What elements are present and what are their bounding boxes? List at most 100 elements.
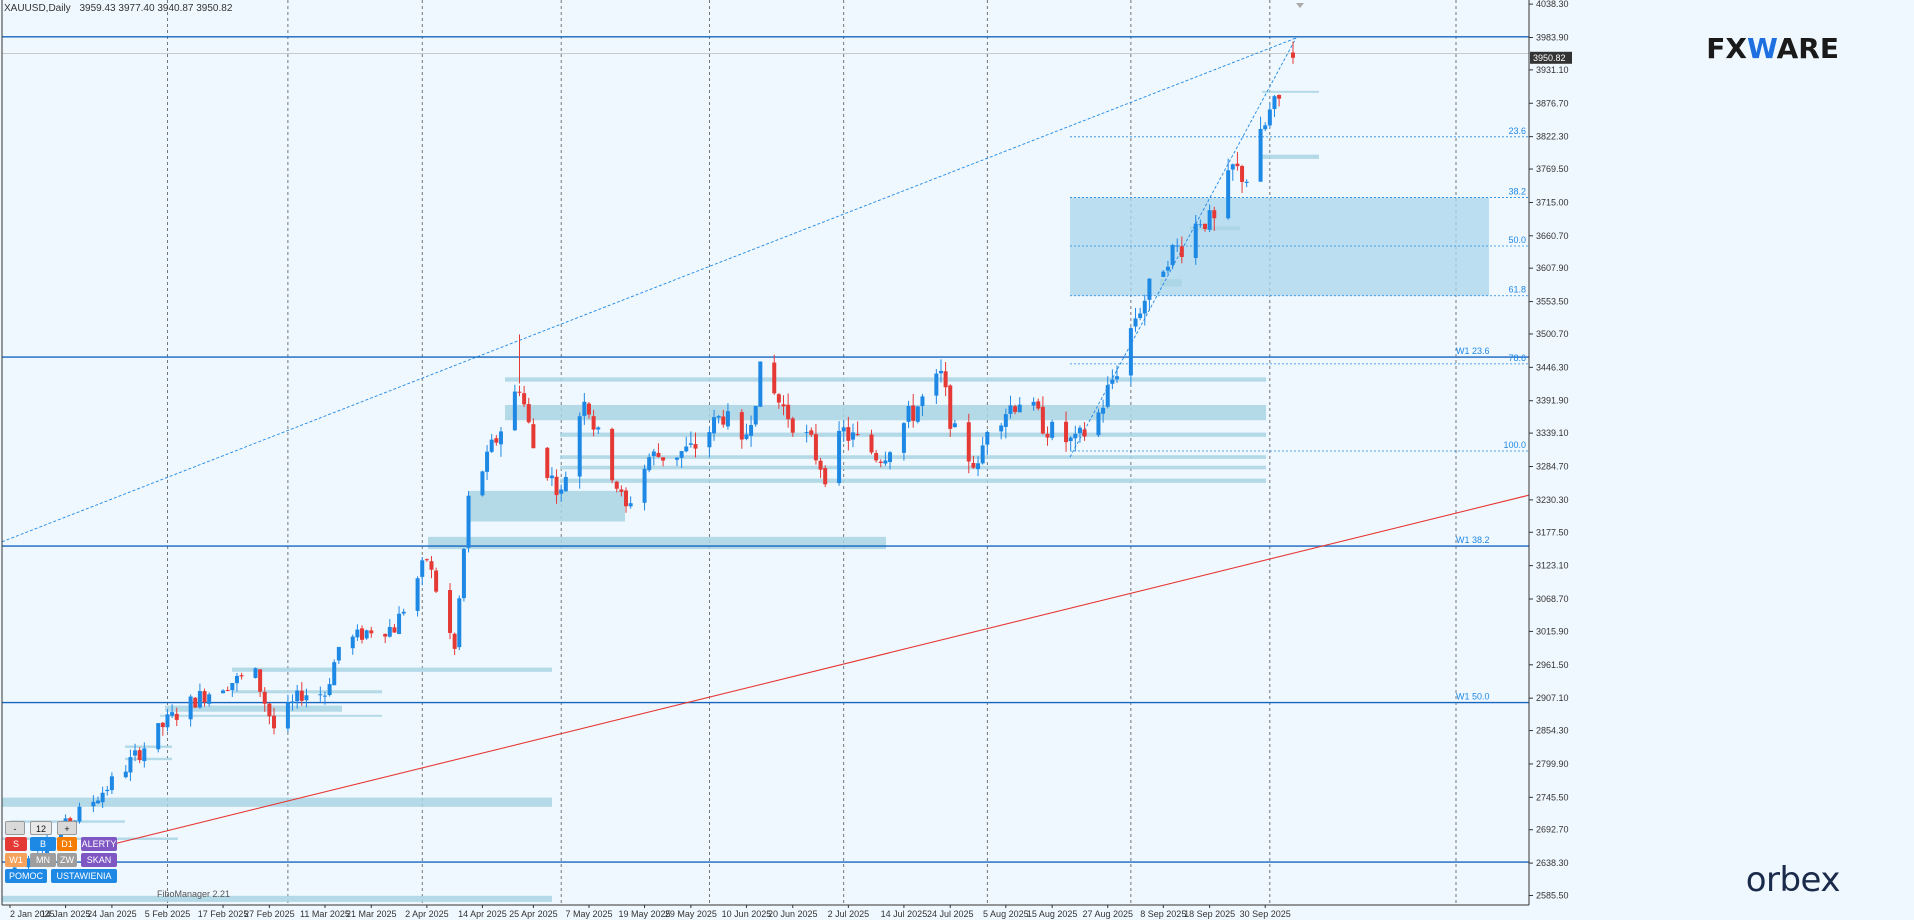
candle-body bbox=[1277, 94, 1282, 99]
upper-trendline bbox=[1, 37, 1297, 543]
candle-body bbox=[693, 444, 698, 449]
candle-body bbox=[786, 404, 791, 420]
support-zone bbox=[125, 745, 172, 748]
x-tick-label: 29 May 2025 bbox=[665, 909, 717, 919]
resistance-zone bbox=[1190, 226, 1240, 231]
fib-level-label: 100.0 bbox=[1503, 440, 1526, 450]
candle-body bbox=[512, 391, 517, 431]
x-tick-label: 20 Jun 2025 bbox=[768, 909, 818, 919]
candle-body bbox=[818, 460, 823, 470]
candle-body bbox=[915, 406, 920, 422]
x-tick-label: 10 Jun 2025 bbox=[722, 909, 772, 919]
timeframe-mn-button[interactable]: MN bbox=[30, 853, 56, 867]
alerts-button[interactable]: ALERTY bbox=[81, 837, 117, 851]
trade-panel: - 12 + S B D1 ALERTY W1 MN ZW SKAN POMOC… bbox=[5, 821, 205, 901]
candle-body bbox=[1291, 52, 1295, 58]
candle-body bbox=[656, 452, 661, 457]
x-tick-label: 14 Apr 2025 bbox=[458, 909, 507, 919]
x-tick-label: 2 Jul 2025 bbox=[828, 909, 870, 919]
candle-body bbox=[716, 416, 721, 418]
candle-body bbox=[1031, 401, 1036, 406]
candle-body bbox=[272, 715, 277, 729]
candle-body bbox=[1240, 166, 1245, 182]
candle-body bbox=[596, 427, 601, 430]
candle-body bbox=[304, 695, 309, 701]
candle-body bbox=[948, 385, 953, 429]
timeframe-w1-button[interactable]: W1 bbox=[5, 853, 27, 867]
lot-minus-button[interactable]: - bbox=[5, 821, 25, 835]
candle-body bbox=[1230, 164, 1235, 170]
candle-body bbox=[197, 691, 202, 708]
x-tick-label: 30 Sep 2025 bbox=[1240, 909, 1291, 919]
candle-body bbox=[26, 858, 31, 868]
candle-body bbox=[1064, 421, 1069, 443]
candle-body bbox=[225, 690, 230, 692]
candle-body bbox=[133, 750, 138, 756]
y-tick-label: 3660.70 bbox=[1536, 231, 1569, 241]
candle-body bbox=[554, 476, 559, 496]
candle-body bbox=[165, 714, 170, 728]
sell-button[interactable]: S bbox=[5, 837, 27, 851]
candle-body bbox=[1128, 328, 1133, 376]
y-tick-label: 2799.90 bbox=[1536, 759, 1569, 769]
candle-body bbox=[489, 439, 494, 452]
y-tick-label: 3446.30 bbox=[1536, 362, 1569, 372]
fib-level-label: 50.0 bbox=[1508, 235, 1526, 245]
candle-body bbox=[1077, 427, 1082, 434]
support-zone bbox=[125, 757, 172, 761]
lot-value-field[interactable]: 12 bbox=[30, 821, 52, 835]
candle-body bbox=[749, 425, 754, 436]
candle-body bbox=[318, 694, 323, 696]
candle-body bbox=[804, 432, 809, 434]
fib-zone bbox=[1070, 197, 1489, 296]
candle-body bbox=[1147, 278, 1152, 300]
candle-body bbox=[934, 373, 939, 396]
candle-body bbox=[234, 675, 239, 684]
y-tick-label: 3230.30 bbox=[1536, 495, 1569, 505]
candle-body bbox=[1040, 406, 1045, 434]
candle-body bbox=[712, 417, 717, 434]
candle-body bbox=[549, 475, 554, 479]
support-zone bbox=[232, 690, 382, 694]
x-tick-label: 15 Aug 2025 bbox=[1027, 909, 1078, 919]
scan-button[interactable]: SKAN bbox=[81, 853, 117, 867]
candle-body bbox=[91, 801, 96, 807]
candle-body bbox=[1226, 170, 1231, 219]
x-tick-label: 7 May 2025 bbox=[565, 909, 612, 919]
candle-body bbox=[1198, 224, 1203, 226]
y-tick-label: 3177.50 bbox=[1536, 527, 1569, 537]
candle-body bbox=[461, 548, 466, 599]
candle-body bbox=[239, 675, 244, 677]
candle-body bbox=[322, 695, 327, 697]
weekly-level-label: W1 50.0 bbox=[1456, 692, 1490, 702]
candle-body bbox=[1212, 210, 1217, 219]
y-tick-label: 3391.90 bbox=[1536, 396, 1569, 406]
settings-button[interactable]: USTAWIENIA bbox=[51, 869, 117, 883]
candle-body bbox=[1036, 401, 1041, 409]
candle-body bbox=[452, 633, 457, 649]
candle-body bbox=[1170, 245, 1175, 266]
candle-body bbox=[1013, 406, 1018, 412]
candle-body bbox=[943, 371, 948, 388]
candle-body bbox=[262, 691, 267, 704]
help-button[interactable]: POMOC bbox=[5, 869, 47, 883]
lot-plus-button[interactable]: + bbox=[57, 821, 77, 835]
y-tick-label: 2854.30 bbox=[1536, 726, 1569, 736]
candle-body bbox=[920, 396, 925, 407]
candle-body bbox=[457, 598, 462, 648]
candle-body bbox=[586, 403, 591, 415]
timeframe-d1-button[interactable]: D1 bbox=[57, 837, 77, 851]
candle-layer bbox=[8, 41, 1295, 879]
candle-body bbox=[809, 430, 814, 435]
zw-button[interactable]: ZW bbox=[57, 853, 77, 867]
zone-layer bbox=[2, 90, 1489, 902]
candle-body bbox=[1263, 125, 1268, 130]
candle-body bbox=[517, 391, 522, 393]
x-tick-label: 27 Aug 2025 bbox=[1082, 909, 1133, 919]
candle-body bbox=[1105, 385, 1110, 407]
fib-level-label: 61.8 bbox=[1508, 285, 1526, 295]
buy-button[interactable]: B bbox=[30, 837, 56, 851]
candle-body bbox=[985, 432, 990, 445]
support-zone bbox=[232, 667, 552, 672]
